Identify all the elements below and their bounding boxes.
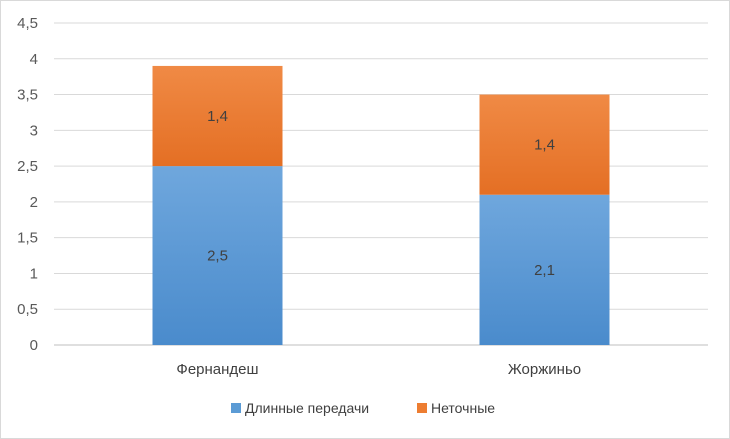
y-tick-label: 1 [30, 265, 38, 282]
gridlines [54, 22, 708, 346]
y-tick-label: 4 [30, 51, 38, 68]
data-label: 1,4 [207, 108, 228, 125]
legend: Длинные передачи Неточные [231, 400, 495, 416]
bar-segment [479, 94, 610, 195]
y-tick-label: 2,5 [17, 158, 38, 175]
y-tick-label: 3 [30, 122, 38, 139]
y-axis: 0 0,5 1 1,5 2 2,5 3 3,5 4 4,5 [17, 15, 38, 354]
bars: 2,5 1,4 2,1 1,4 [152, 65, 610, 345]
bar-segment [152, 65, 283, 167]
y-tick-label: 4,5 [17, 15, 38, 32]
data-label: 1,4 [534, 137, 555, 154]
x-tick-label: Жоржиньо [508, 361, 581, 378]
legend-swatch [417, 403, 427, 413]
data-label: 2,1 [534, 262, 555, 279]
x-tick-label: Фернандеш [176, 361, 258, 378]
bar-segment [479, 194, 610, 345]
y-tick-label: 0 [30, 337, 38, 354]
y-tick-label: 1,5 [17, 230, 38, 247]
legend-label: Неточные [431, 400, 495, 416]
legend-swatch [231, 403, 241, 413]
y-tick-label: 3,5 [17, 87, 38, 104]
bar-segment [152, 166, 283, 345]
y-tick-label: 0,5 [17, 301, 38, 318]
y-tick-label: 2 [30, 194, 38, 211]
data-label: 2,5 [207, 248, 228, 265]
x-axis: Фернандеш Жоржиньо [176, 361, 581, 378]
legend-label: Длинные передачи [245, 400, 369, 416]
